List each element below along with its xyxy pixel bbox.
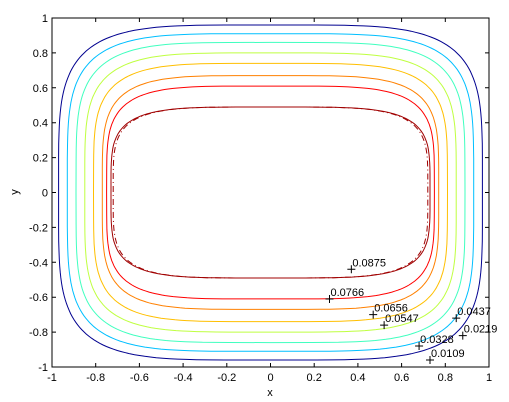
contour-label-marker (347, 265, 356, 274)
y-tick-label: -0.2 (29, 222, 48, 234)
contour-level-4 (84, 52, 457, 333)
x-axis-label: x (267, 387, 273, 399)
contour-label-marker (369, 310, 378, 319)
x-tick-label: 0 (267, 372, 273, 384)
contour-label: 0.0766 (330, 287, 364, 299)
x-tick-label: -0.2 (217, 372, 236, 384)
x-tick-label: -0.8 (86, 372, 105, 384)
contour-label-marker (415, 342, 424, 351)
y-axis-ticks: -1 -0.8 -0.6 -0.4 -0.2 0 0.2 0.4 0.6 0.8 1 (29, 13, 489, 374)
y-tick-label: -0.8 (29, 327, 48, 339)
x-axis-ticks: -1 -0.8 -0.6 -0.4 -0.2 0 0.2 0.4 0.6 0.8 1 (47, 18, 492, 384)
reference-contour (112, 106, 429, 279)
contour-label: 0.0437 (457, 306, 491, 318)
y-tick-label: -1 (38, 362, 48, 374)
contour-label-marker (458, 331, 467, 340)
x-tick-label: -0.4 (174, 372, 193, 384)
contour-level-3 (75, 41, 466, 344)
contour-label: 0.0656 (374, 303, 408, 315)
y-tick-label: 0 (42, 188, 48, 200)
contour-label-marker (426, 356, 435, 365)
x-tick-label: 0.4 (350, 372, 365, 384)
contour-label: 0.0328 (420, 334, 454, 346)
contour-level-7 (106, 85, 435, 300)
plot-area (51, 17, 490, 368)
y-tick-label: 1 (42, 13, 48, 25)
contour-level-1 (58, 24, 483, 361)
contour-label: 0.0875 (352, 257, 386, 269)
x-tick-label: 0.6 (394, 372, 409, 384)
x-tick-label: 0.8 (438, 372, 453, 384)
contour-level-5 (92, 62, 449, 323)
contour-label-marker (325, 294, 334, 303)
x-tick-label: 0.2 (307, 372, 322, 384)
x-tick-label: 1 (486, 372, 492, 384)
y-tick-label: -0.6 (29, 292, 48, 304)
contour-level-2 (66, 33, 475, 352)
y-tick-label: 0.8 (33, 48, 48, 60)
y-tick-label: 0.4 (33, 118, 48, 130)
contour-label: 0.0547 (385, 313, 419, 325)
contour-label: 0.0219 (464, 324, 498, 336)
x-tick-label: -1 (47, 372, 57, 384)
x-tick-label: -0.6 (130, 372, 149, 384)
contour-lines (58, 24, 483, 361)
y-tick-label: 0.2 (33, 153, 48, 165)
contour-label-marker (452, 314, 461, 323)
contour-label-marker (380, 321, 389, 330)
y-tick-label: -0.4 (29, 257, 48, 269)
y-axis-label: y (9, 189, 21, 195)
y-tick-label: 0.6 (33, 83, 48, 95)
contour-label: 0.0109 (431, 348, 465, 360)
contour-level-6 (101, 75, 440, 310)
